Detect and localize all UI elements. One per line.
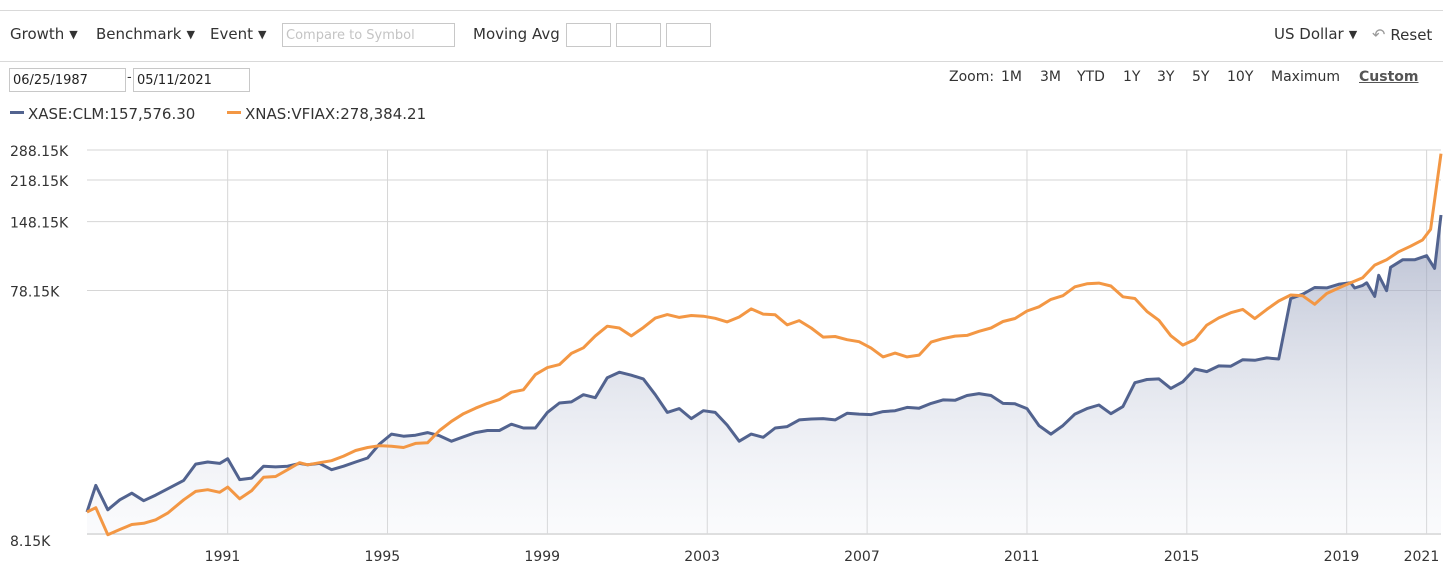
zoom-custom[interactable]: Custom — [1359, 69, 1419, 85]
zoom-3m[interactable]: 3M — [1040, 69, 1061, 85]
chevron-down-icon: ▼ — [1348, 28, 1358, 41]
moving-avg-label: Moving Avg — [473, 25, 560, 43]
benchmark-label: Benchmark — [96, 25, 182, 43]
growth-dropdown[interactable]: Growth ▼ — [10, 25, 78, 43]
x-tick-label: 2007 — [844, 549, 880, 565]
reset-label: Reset — [1390, 26, 1433, 44]
chart-series — [85, 153, 1443, 537]
chevron-down-icon: ▼ — [257, 28, 267, 41]
reset-icon: ↶ — [1372, 25, 1386, 44]
date-separator: - — [127, 70, 132, 85]
y-tick-label: 218.15K — [10, 174, 69, 190]
legend-item-clm[interactable]: XASE:CLM:157,576.30 — [10, 105, 195, 123]
y-tick-label: 8.15K — [10, 534, 51, 550]
currency-dropdown[interactable]: US Dollar ▼ — [1274, 25, 1357, 43]
x-tick-label: 2021 — [1404, 549, 1440, 565]
x-tick-label: 2015 — [1164, 549, 1200, 565]
x-tick-label: 1999 — [524, 549, 560, 565]
x-axis: 1991 1995 1999 2003 2007 2011 2015 2019 2021 — [205, 549, 1440, 565]
benchmark-dropdown[interactable]: Benchmark ▼ — [96, 25, 195, 43]
zoom-1m[interactable]: 1M — [1001, 69, 1022, 85]
zoom-1y[interactable]: 1Y — [1123, 69, 1141, 85]
x-tick-label: 2019 — [1324, 549, 1360, 565]
y-tick-label: 288.15K — [10, 144, 69, 160]
legend-swatch — [10, 111, 24, 114]
start-date-input[interactable] — [9, 68, 126, 92]
event-dropdown[interactable]: Event ▼ — [210, 25, 266, 43]
legend-swatch — [227, 111, 241, 114]
series-area-0 — [87, 215, 1441, 534]
zoom-3y[interactable]: 3Y — [1157, 69, 1175, 85]
x-tick-label: 2003 — [684, 549, 720, 565]
moving-avg-input-3[interactable] — [666, 23, 711, 47]
event-label: Event — [210, 25, 253, 43]
zoom-5y[interactable]: 5Y — [1192, 69, 1210, 85]
currency-label: US Dollar — [1274, 25, 1344, 43]
zoom-maximum[interactable]: Maximum — [1271, 69, 1340, 85]
y-axis: 8.15K 78.15K 148.15K 218.15K 288.15K — [10, 144, 69, 550]
end-date-input[interactable] — [133, 68, 250, 92]
y-tick-label: 148.15K — [10, 216, 69, 232]
legend-label: XNAS:VFIAX:278,384.21 — [245, 105, 427, 123]
compare-symbol-input[interactable] — [282, 23, 455, 47]
x-tick-label: 2011 — [1004, 549, 1040, 565]
zoom-10y[interactable]: 10Y — [1227, 69, 1254, 85]
legend-label: XASE:CLM:157,576.30 — [28, 105, 196, 123]
reset-button[interactable]: ↶ Reset — [1372, 25, 1432, 44]
chart-toolbar: Growth ▼ Benchmark ▼ Event ▼ Moving Avg US … — [0, 10, 1443, 62]
moving-avg-input-2[interactable] — [616, 23, 661, 47]
chevron-down-icon: ▼ — [186, 28, 195, 41]
zoom-ytd[interactable]: YTD — [1077, 69, 1105, 85]
zoom-label: Zoom: — [949, 69, 995, 85]
y-tick-label: 78.15K — [10, 285, 60, 301]
x-tick-label: 1995 — [365, 549, 401, 565]
growth-label: Growth — [10, 25, 65, 43]
legend-item-vfiax[interactable]: XNAS:VFIAX:278,384.21 — [227, 105, 426, 123]
moving-avg-input-1[interactable] — [566, 23, 611, 47]
series-line-1 — [86, 153, 1443, 537]
x-tick-label: 1991 — [205, 549, 241, 565]
chevron-down-icon: ▼ — [69, 28, 78, 41]
